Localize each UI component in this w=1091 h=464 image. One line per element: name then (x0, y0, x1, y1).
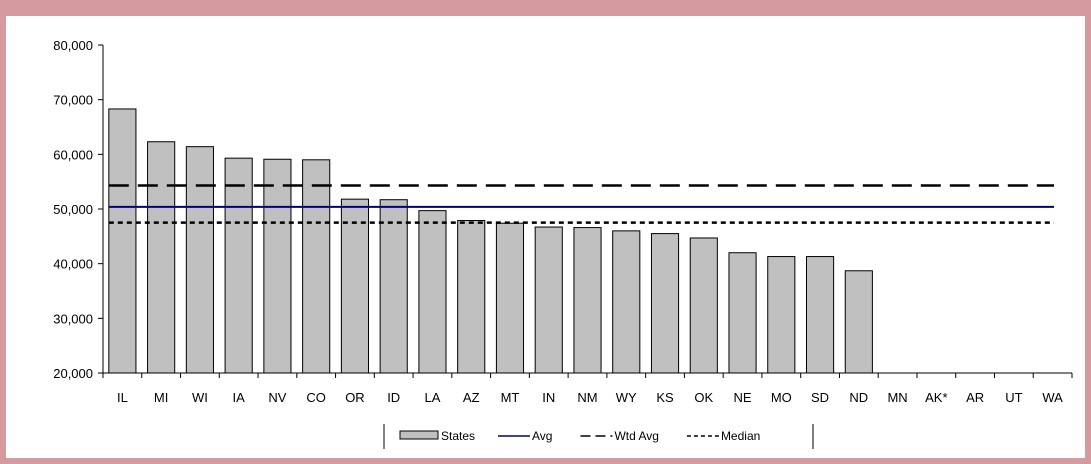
y-tick-label: 70,000 (53, 93, 93, 108)
legend-label: Avg (532, 429, 552, 443)
x-tick-label: IL (117, 390, 128, 405)
x-tick-label: SD (811, 390, 829, 405)
legend-label: Wtd Avg (614, 429, 658, 443)
x-tick-label: WI (192, 390, 208, 405)
x-tick-label: IA (233, 390, 246, 405)
bar-la (418, 210, 447, 374)
x-tick-label: NE (734, 390, 752, 405)
bar-az (457, 219, 486, 374)
x-tick-label: IN (542, 390, 555, 405)
x-tick-label: WA (1042, 390, 1063, 405)
x-tick-label: LA (425, 390, 441, 405)
x-tick-label: AK* (925, 390, 947, 405)
bar-or (340, 198, 370, 374)
x-tick-label: ID (387, 390, 400, 405)
bar-mi (147, 141, 176, 374)
bar-ia (224, 157, 253, 374)
bar-id (379, 199, 408, 374)
bar-sd (805, 256, 835, 374)
x-tick-label: NV (268, 390, 286, 405)
x-tick-label: WY (616, 390, 637, 405)
bar-il (108, 108, 137, 374)
y-tick-label: 20,000 (53, 366, 93, 381)
legend-label: Median (721, 429, 760, 443)
bar-wi (185, 146, 214, 374)
chart-frame: 20,000 30,000 40,000 50,000 60,000 70,000 80,0… (6, 16, 1085, 458)
bar-ne (728, 252, 757, 374)
x-tick-label: NM (577, 390, 597, 405)
bar-in (534, 226, 563, 374)
legend-swatch-bar (399, 430, 439, 440)
bar-chart: 20,000 30,000 40,000 50,000 60,000 70,000 80,0… (53, 38, 1073, 449)
legend-label: States (441, 429, 475, 443)
y-tick-label: 40,000 (53, 257, 93, 272)
y-tick-label: 80,000 (53, 38, 93, 53)
y-tick-label: 30,000 (53, 311, 93, 326)
bar-nd (844, 270, 873, 374)
bar-ks (650, 233, 680, 374)
x-tick-label: MO (771, 390, 792, 405)
x-tick-label: MN (887, 390, 907, 405)
bar-ok (689, 237, 718, 374)
bar-co (302, 159, 331, 374)
y-tick-label: 60,000 (53, 147, 93, 162)
bar-nm (573, 227, 602, 374)
bar-nv (263, 158, 292, 374)
x-tick-label: AR (966, 390, 984, 405)
bar-wy (612, 230, 641, 374)
x-tick-label: CO (306, 390, 326, 405)
x-tick-label: OR (345, 390, 365, 405)
x-tick-label: ND (849, 390, 868, 405)
y-tick-label: 50,000 (53, 202, 93, 217)
x-tick-label: UT (1005, 390, 1022, 405)
bar-mo (767, 256, 796, 374)
x-tick-label: KS (656, 390, 674, 405)
legend: States Avg Wtd Avg Median (383, 424, 814, 449)
x-tick-label: MI (154, 390, 168, 405)
x-tick-label: OK (694, 390, 713, 405)
bar-mt (495, 222, 525, 374)
x-tick-label: AZ (463, 390, 480, 405)
x-tick-label: MT (501, 390, 520, 405)
